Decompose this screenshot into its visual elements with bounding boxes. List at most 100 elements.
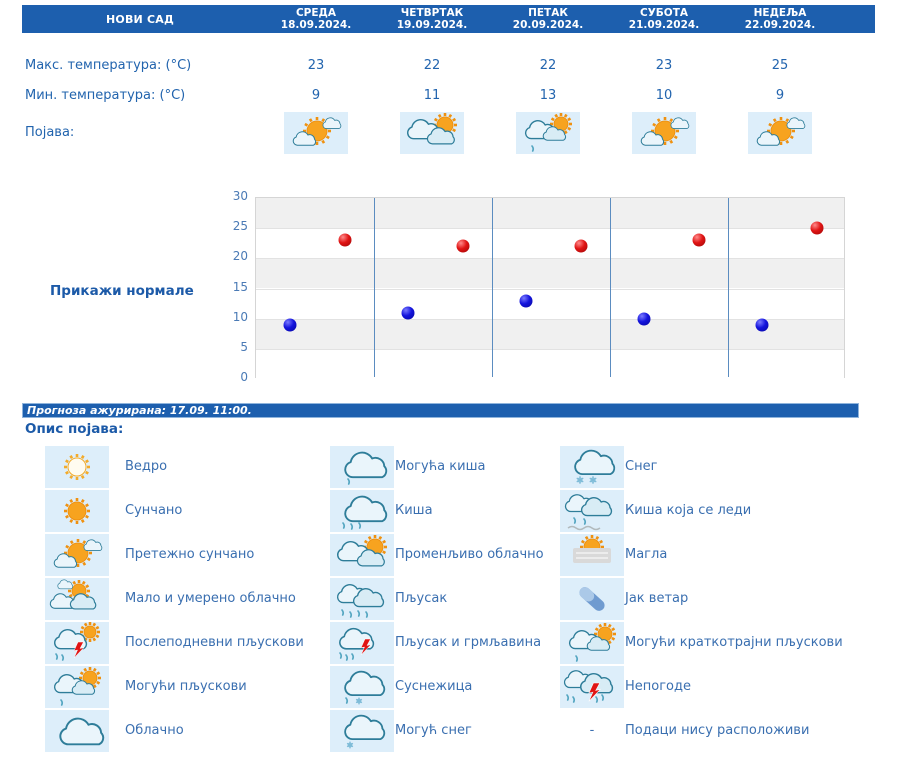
legend-icon-cell <box>45 446 109 488</box>
legend-item-label: Снег <box>625 459 658 474</box>
min-temp-dot <box>283 318 297 332</box>
phenomenon-icon-cell <box>748 112 812 154</box>
temperature-chart <box>255 197 845 379</box>
legend-icon-cell <box>45 534 109 576</box>
cloudy-icon <box>59 717 105 746</box>
legend-item-label: Непогоде <box>625 679 691 694</box>
day-header-cell: НЕДЕЉА 22.09.2024. <box>722 5 838 33</box>
legend-item-label: Могућ снег <box>395 723 472 738</box>
legend-item-label: Јак ветар <box>625 591 689 606</box>
phenomenon-icon-cell <box>632 112 696 154</box>
shower-icon <box>336 584 385 618</box>
min-temperature-row: 9 11 13 10 9 <box>258 88 838 103</box>
phenomenon-icon-cell <box>516 112 580 154</box>
status-bar: Прогноза ажурирана: 17.09. 11:00. <box>22 403 859 418</box>
legend-item-label: Могући пљускови <box>125 679 247 694</box>
y-axis-tick-label: 5 <box>240 339 248 354</box>
show-normals-button[interactable]: Прикажи нормале <box>50 283 194 299</box>
legend-icon-cell <box>560 578 624 620</box>
max-temp-dot <box>810 221 824 235</box>
phenomenon-icon-cell <box>284 112 348 154</box>
legend-icon-cell <box>330 710 394 752</box>
legend-icon-cell <box>560 666 624 708</box>
legend-item-label: Сунчано <box>125 503 183 518</box>
legend-icon-cell <box>45 622 109 664</box>
legend-item-label: Киша која се леди <box>625 503 752 518</box>
legend-icon-cell <box>330 666 394 708</box>
max-temp-dot <box>574 239 588 253</box>
legend-item-label: Пљусак и грмљавина <box>395 635 542 650</box>
phenomenon-slot <box>722 112 838 154</box>
min-temp-dot <box>519 294 533 308</box>
legend-item-label: Ведро <box>125 459 168 474</box>
no-data-dash: - <box>589 723 595 738</box>
legend-item-label: Мало и умерено облачно <box>125 591 296 606</box>
strong-wind-icon <box>579 587 605 611</box>
day-header-cell: ЧЕТВРТАК 19.09.2024. <box>374 5 490 33</box>
max-temp-dot <box>338 233 352 247</box>
legend-icon-cell <box>330 578 394 620</box>
legend-icon-cell <box>330 446 394 488</box>
possible-brief-showers-icon <box>568 623 616 662</box>
phenomenon-icon-row <box>258 112 838 154</box>
max-temp-value: 23 <box>307 58 325 73</box>
forecast-header-bar: НОВИ САД СРЕДА 18.09.2024. ЧЕТВРТАК 19.09.2… <box>22 5 875 33</box>
sleet-icon <box>344 670 386 705</box>
variable-cloudy-icon <box>407 113 457 145</box>
min-temp-dot <box>637 312 651 326</box>
legend-item-label: Променљиво облачно <box>395 547 544 562</box>
chart-band <box>256 288 844 319</box>
legend-icon-cell <box>330 490 394 532</box>
phenomenon-label: Појава: <box>25 125 75 140</box>
snow-icon <box>574 449 616 484</box>
mostly-sunny-icon <box>292 117 342 146</box>
day-name: ЧЕТВРТАК <box>400 7 464 19</box>
max-temp-value: 22 <box>539 58 557 73</box>
phenomenon-slot <box>606 112 722 154</box>
mostly-sunny-icon <box>53 539 103 568</box>
clear-icon <box>64 454 90 480</box>
day-date: 20.09.2024. <box>512 19 584 31</box>
day-name: СРЕДА <box>295 7 337 19</box>
max-temp-value: 23 <box>655 58 673 73</box>
legend-item-label: Суснежица <box>395 679 473 694</box>
day-date: 19.09.2024. <box>396 19 468 31</box>
min-temperature-label: Мин. температура: (°C) <box>25 88 186 103</box>
legend-item-label: Облачно <box>125 723 184 738</box>
rain-icon <box>342 495 388 530</box>
legend-item-label: Магла <box>625 547 668 562</box>
chart-gridline <box>256 258 844 260</box>
legend-icon-cell <box>330 622 394 664</box>
chart-band <box>256 318 844 349</box>
chart-gridline <box>256 288 844 290</box>
chart-band <box>256 198 844 229</box>
y-axis-tick-label: 0 <box>240 370 248 384</box>
day-name: НЕДЕЉА <box>753 7 807 19</box>
partly-cloudy-icon <box>49 579 97 610</box>
legend-item-label: Послеподневни пљускови <box>125 635 304 650</box>
mostly-sunny-icon <box>756 117 806 146</box>
day-date: 22.09.2024. <box>744 19 816 31</box>
day-header-cell: ПЕТАК 20.09.2024. <box>490 5 606 33</box>
day-header-cell: СУБОТА 21.09.2024. <box>606 5 722 33</box>
legend-icon-cell <box>45 710 109 752</box>
legend-item-label: Могућа киша <box>395 459 486 474</box>
fog-icon <box>573 535 611 563</box>
chart-band <box>256 348 844 379</box>
possible-rain-icon <box>344 451 388 485</box>
day-date: 21.09.2024. <box>628 19 700 31</box>
day-headers: СРЕДА 18.09.2024. ЧЕТВРТАК 19.09.2024. ПЕТАК… <box>258 5 838 33</box>
max-temp-value: 22 <box>423 58 441 73</box>
legend-icon-cell <box>45 578 109 620</box>
sunny-icon <box>64 498 90 524</box>
max-temperature-label: Макс. температура: (°C) <box>25 58 192 73</box>
phenomenon-slot <box>374 112 490 154</box>
freezing-rain-icon <box>564 494 613 531</box>
legend-icon-cell <box>45 490 109 532</box>
phenomenon-slot <box>258 112 374 154</box>
shower-thunder-icon <box>339 627 375 661</box>
max-temp-value: 25 <box>771 58 789 73</box>
phenomenon-icon-cell <box>400 112 464 154</box>
legend-title: Опис појава: <box>25 421 124 437</box>
